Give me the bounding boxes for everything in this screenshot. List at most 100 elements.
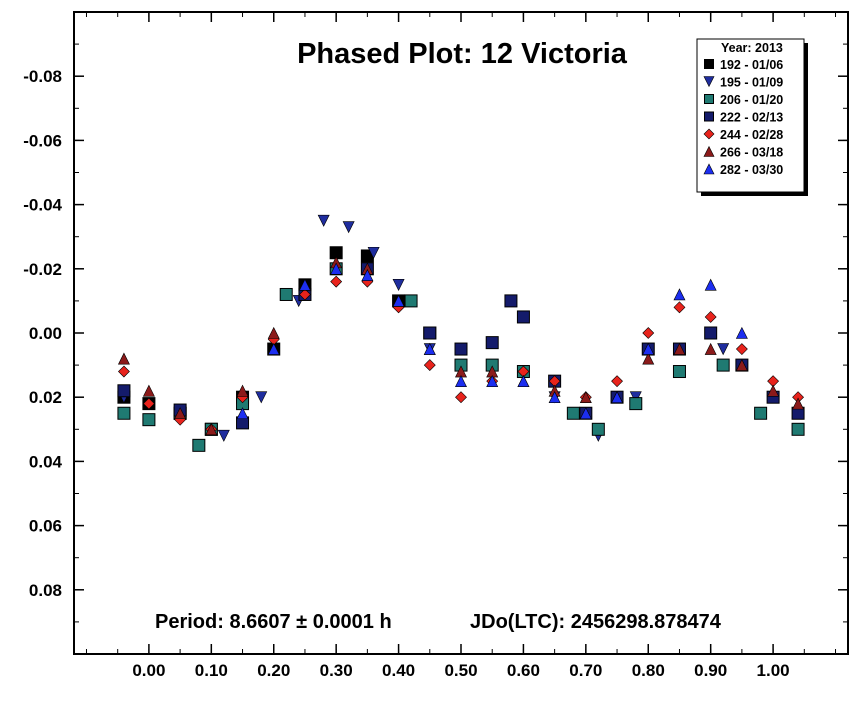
x-tick-label: 0.00 bbox=[132, 661, 165, 680]
chart-title: Phased Plot: 12 Victoria bbox=[297, 38, 628, 70]
data-point-s4-11 bbox=[455, 391, 467, 404]
legend-entry-4: 244 - 02/28 bbox=[720, 128, 783, 142]
data-point-s4-6 bbox=[299, 288, 311, 301]
data-point-s6-12 bbox=[611, 391, 624, 404]
data-point-s1-7 bbox=[367, 246, 380, 259]
legend-entry-3: 222 - 02/13 bbox=[720, 111, 783, 125]
legend-entry-1: 195 - 01/09 bbox=[720, 76, 783, 90]
data-point-s1-2 bbox=[217, 429, 230, 442]
legend-marker-4 bbox=[703, 128, 715, 140]
data-point-s6-5 bbox=[392, 294, 405, 307]
legend-marker-3 bbox=[704, 111, 714, 122]
data-point-s1-5 bbox=[317, 214, 330, 227]
data-point-s6-2 bbox=[298, 278, 311, 291]
legend-entry-2: 206 - 01/20 bbox=[720, 93, 783, 107]
data-point-s4-20 bbox=[735, 343, 748, 355]
data-point-s3-6 bbox=[454, 342, 468, 356]
data-point-s2-0 bbox=[117, 406, 131, 420]
legend-items: 192 - 01/06 195 - 01/09 206 - 01/20 222 - 0… bbox=[703, 58, 783, 177]
data-point-s2-13 bbox=[591, 422, 605, 436]
legend: Year: 2013 192 - 01/06 195 - 01/09 206 - 0… bbox=[696, 38, 808, 196]
data-point-s5-20 bbox=[735, 358, 748, 371]
legend-entry-6: 282 - 03/30 bbox=[720, 163, 783, 177]
data-point-s2-1 bbox=[142, 413, 156, 427]
data-point-s4-0 bbox=[118, 365, 130, 378]
legend-marker-1 bbox=[703, 76, 715, 88]
data-point-s2-8 bbox=[404, 294, 418, 308]
data-point-s6-3 bbox=[330, 262, 343, 275]
x-tick-label: 0.40 bbox=[382, 661, 415, 680]
y-tick-label: -0.08 bbox=[23, 67, 62, 86]
data-point-s3-9 bbox=[516, 310, 530, 324]
data-point-s6-9 bbox=[517, 374, 530, 387]
data-point-s5-17 bbox=[642, 352, 655, 365]
data-point-s5-3 bbox=[205, 423, 218, 436]
x-tick-label: 0.70 bbox=[569, 661, 602, 680]
data-point-s3-0 bbox=[117, 384, 131, 398]
data-point-s3-5 bbox=[423, 326, 437, 340]
data-point-s3-8 bbox=[504, 294, 518, 308]
data-point-s1-8 bbox=[392, 279, 405, 292]
data-point-s5-15 bbox=[579, 391, 592, 404]
data-point-s5-2 bbox=[174, 407, 187, 420]
chart-markers bbox=[117, 214, 805, 452]
data-point-s4-7 bbox=[330, 275, 343, 288]
x-axis-ticks: 0.00 0.10 0.20 0.30 0.40 0.50 0.60 0.70 0.80 0.90… bbox=[85, 12, 837, 680]
data-point-s5-1 bbox=[142, 384, 155, 397]
data-point-s6-8 bbox=[486, 374, 499, 387]
data-point-s6-16 bbox=[735, 326, 748, 339]
data-point-s5-0 bbox=[117, 352, 130, 365]
data-point-s2-17 bbox=[754, 406, 768, 420]
data-point-s1-15 bbox=[717, 343, 730, 356]
legend-marker-0 bbox=[704, 59, 714, 69]
data-point-s6-14 bbox=[673, 288, 686, 301]
legend-marker-5 bbox=[703, 145, 715, 157]
y-tick-label: -0.02 bbox=[23, 260, 62, 279]
data-point-s6-4 bbox=[361, 269, 374, 282]
jdo-label: JDo(LTC): 2456298.878474 bbox=[470, 611, 722, 633]
data-point-s5-22 bbox=[792, 397, 805, 410]
data-point-s5-18 bbox=[673, 342, 686, 355]
x-tick-label: 0.90 bbox=[694, 661, 727, 680]
data-point-s4-18 bbox=[673, 301, 686, 314]
data-point-s5-19 bbox=[704, 342, 717, 355]
data-point-s6-6 bbox=[423, 342, 436, 355]
data-point-s6-1 bbox=[267, 342, 280, 355]
data-point-s6-13 bbox=[642, 342, 655, 355]
data-point-s3-15 bbox=[704, 326, 718, 340]
data-point-s6-10 bbox=[548, 391, 561, 404]
data-point-s6-7 bbox=[455, 374, 467, 387]
y-tick-label: 0.08 bbox=[29, 581, 62, 600]
legend-title: Year: 2013 bbox=[721, 41, 783, 55]
data-point-s5-21 bbox=[767, 384, 780, 397]
data-point-s2-16 bbox=[716, 358, 730, 372]
data-point-s2-12 bbox=[566, 406, 580, 420]
y-tick-label: -0.06 bbox=[23, 131, 62, 150]
legend-entry-0: 192 - 01/06 bbox=[720, 58, 783, 72]
data-point-s2-3 bbox=[192, 438, 206, 452]
data-point-s5-5 bbox=[267, 326, 280, 339]
legend-box bbox=[696, 38, 805, 193]
data-point-s2-15 bbox=[672, 365, 686, 379]
data-point-s5-4 bbox=[236, 384, 249, 397]
x-tick-label: 0.30 bbox=[320, 661, 353, 680]
data-point-s1-6 bbox=[342, 221, 355, 234]
x-tick-label: 0.50 bbox=[444, 661, 477, 680]
period-label: Period: 8.6607 ± 0.0001 h bbox=[155, 611, 392, 633]
legend-marker-2 bbox=[704, 94, 714, 104]
data-point-s2-18 bbox=[791, 422, 805, 436]
data-point-s3-7 bbox=[485, 336, 499, 350]
y-tick-label: 0.04 bbox=[29, 452, 63, 471]
data-point-s1-3 bbox=[255, 391, 268, 404]
x-tick-label: 0.60 bbox=[507, 661, 540, 680]
data-point-s4-16 bbox=[611, 375, 623, 388]
legend-entry-5: 266 - 03/18 bbox=[720, 146, 783, 160]
y-tick-label: 0.02 bbox=[29, 388, 62, 407]
data-point-s4-1 bbox=[142, 397, 155, 410]
data-point-s6-11 bbox=[579, 407, 592, 420]
y-tick-label: -0.04 bbox=[23, 196, 62, 215]
legend-marker-6 bbox=[703, 163, 715, 175]
y-axis-ticks: -0.08 -0.06 -0.04 -0.02 0.00 0.02 0.04 0.06 0.08 bbox=[23, 11, 848, 655]
data-point-s6-0 bbox=[236, 407, 249, 420]
